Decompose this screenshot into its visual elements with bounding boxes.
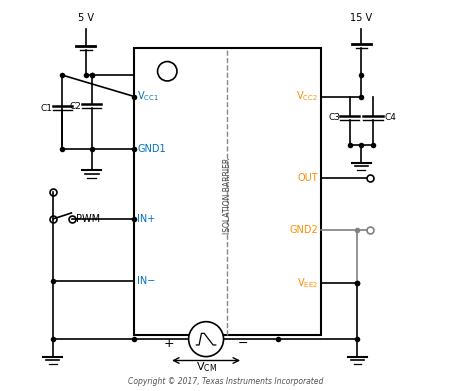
Text: C1: C1 bbox=[41, 104, 53, 113]
Text: GND1: GND1 bbox=[138, 144, 166, 154]
Text: −: − bbox=[238, 337, 248, 350]
Text: 5 V: 5 V bbox=[78, 13, 94, 23]
Text: $\rm V_{CC1}$: $\rm V_{CC1}$ bbox=[138, 90, 159, 103]
Text: C4: C4 bbox=[385, 113, 396, 122]
Text: IN+: IN+ bbox=[138, 214, 156, 224]
Text: $\rm V_{CC2}$: $\rm V_{CC2}$ bbox=[296, 90, 318, 103]
Text: GND2: GND2 bbox=[289, 226, 318, 235]
Text: IN−: IN− bbox=[138, 276, 156, 286]
Text: 15 V: 15 V bbox=[350, 13, 373, 23]
Text: $\rm V_{EE2}$: $\rm V_{EE2}$ bbox=[297, 276, 318, 290]
Text: PWM: PWM bbox=[76, 214, 100, 224]
Circle shape bbox=[189, 322, 224, 357]
Text: Copyright © 2017, Texas Instruments Incorporated: Copyright © 2017, Texas Instruments Inco… bbox=[128, 377, 323, 386]
Text: $\rm V_{CM}$: $\rm V_{CM}$ bbox=[196, 360, 216, 374]
Text: ISOLATION BARRIER: ISOLATION BARRIER bbox=[223, 157, 232, 234]
Text: +: + bbox=[164, 337, 175, 350]
Text: C2: C2 bbox=[70, 102, 82, 111]
Bar bbox=[208, 48, 247, 335]
Bar bbox=[134, 48, 321, 335]
Text: C3: C3 bbox=[328, 113, 340, 122]
Circle shape bbox=[157, 61, 177, 81]
Text: OUT: OUT bbox=[297, 173, 318, 183]
